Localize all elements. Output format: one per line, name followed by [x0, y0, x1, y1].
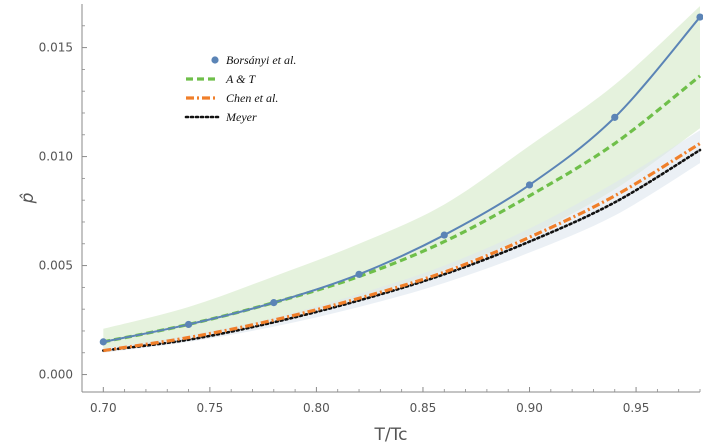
data-point	[440, 231, 448, 239]
x-tick-label: 0.85	[410, 401, 437, 415]
x-tick-label: 0.80	[303, 401, 330, 415]
legend: Borsányi et al. A & T Chen et al. Meyer	[184, 53, 296, 124]
legend-label: A & T	[225, 72, 256, 86]
legend-item: Borsányi et al.	[211, 53, 296, 67]
y-tick-label: 0.005	[39, 259, 73, 273]
series-line-3	[102, 148, 702, 352]
data-point	[696, 13, 703, 21]
y-tick-label: 0.000	[39, 368, 73, 382]
legend-label: Borsányi et al.	[226, 53, 296, 67]
x-axis-label: T/Tc	[374, 425, 408, 445]
y-axis-label: p̂	[18, 192, 38, 204]
x-tick-label: 0.75	[197, 401, 224, 415]
legend-label: Chen et al.	[226, 91, 278, 105]
series-line-2	[103, 142, 701, 353]
legend-marker	[211, 56, 219, 64]
legend-item: A & T	[186, 72, 256, 86]
confidence-bands	[103, 6, 700, 353]
legend-item: Meyer	[184, 110, 257, 124]
axes: 0.70 0.75 0.80 0.85 0.90 0.95 0.000 0.005 0.010 0…	[39, 4, 701, 415]
x-tick-label: 0.95	[623, 401, 650, 415]
x-tick-label: 0.90	[516, 401, 543, 415]
data-points	[99, 13, 703, 346]
series-line-1	[102, 74, 701, 344]
data-point	[355, 270, 363, 278]
data-point	[525, 181, 534, 189]
data-point	[270, 299, 278, 307]
legend-item: Chen et al.	[186, 91, 278, 105]
confidence-band-0	[103, 6, 700, 349]
legend-label: Meyer	[225, 110, 257, 124]
data-point	[99, 338, 107, 346]
data-point	[184, 320, 193, 329]
y-tick-label: 0.010	[39, 150, 73, 164]
x-tick-label: 0.70	[90, 401, 117, 415]
data-point	[611, 113, 619, 121]
y-tick-label: 0.015	[39, 41, 73, 55]
